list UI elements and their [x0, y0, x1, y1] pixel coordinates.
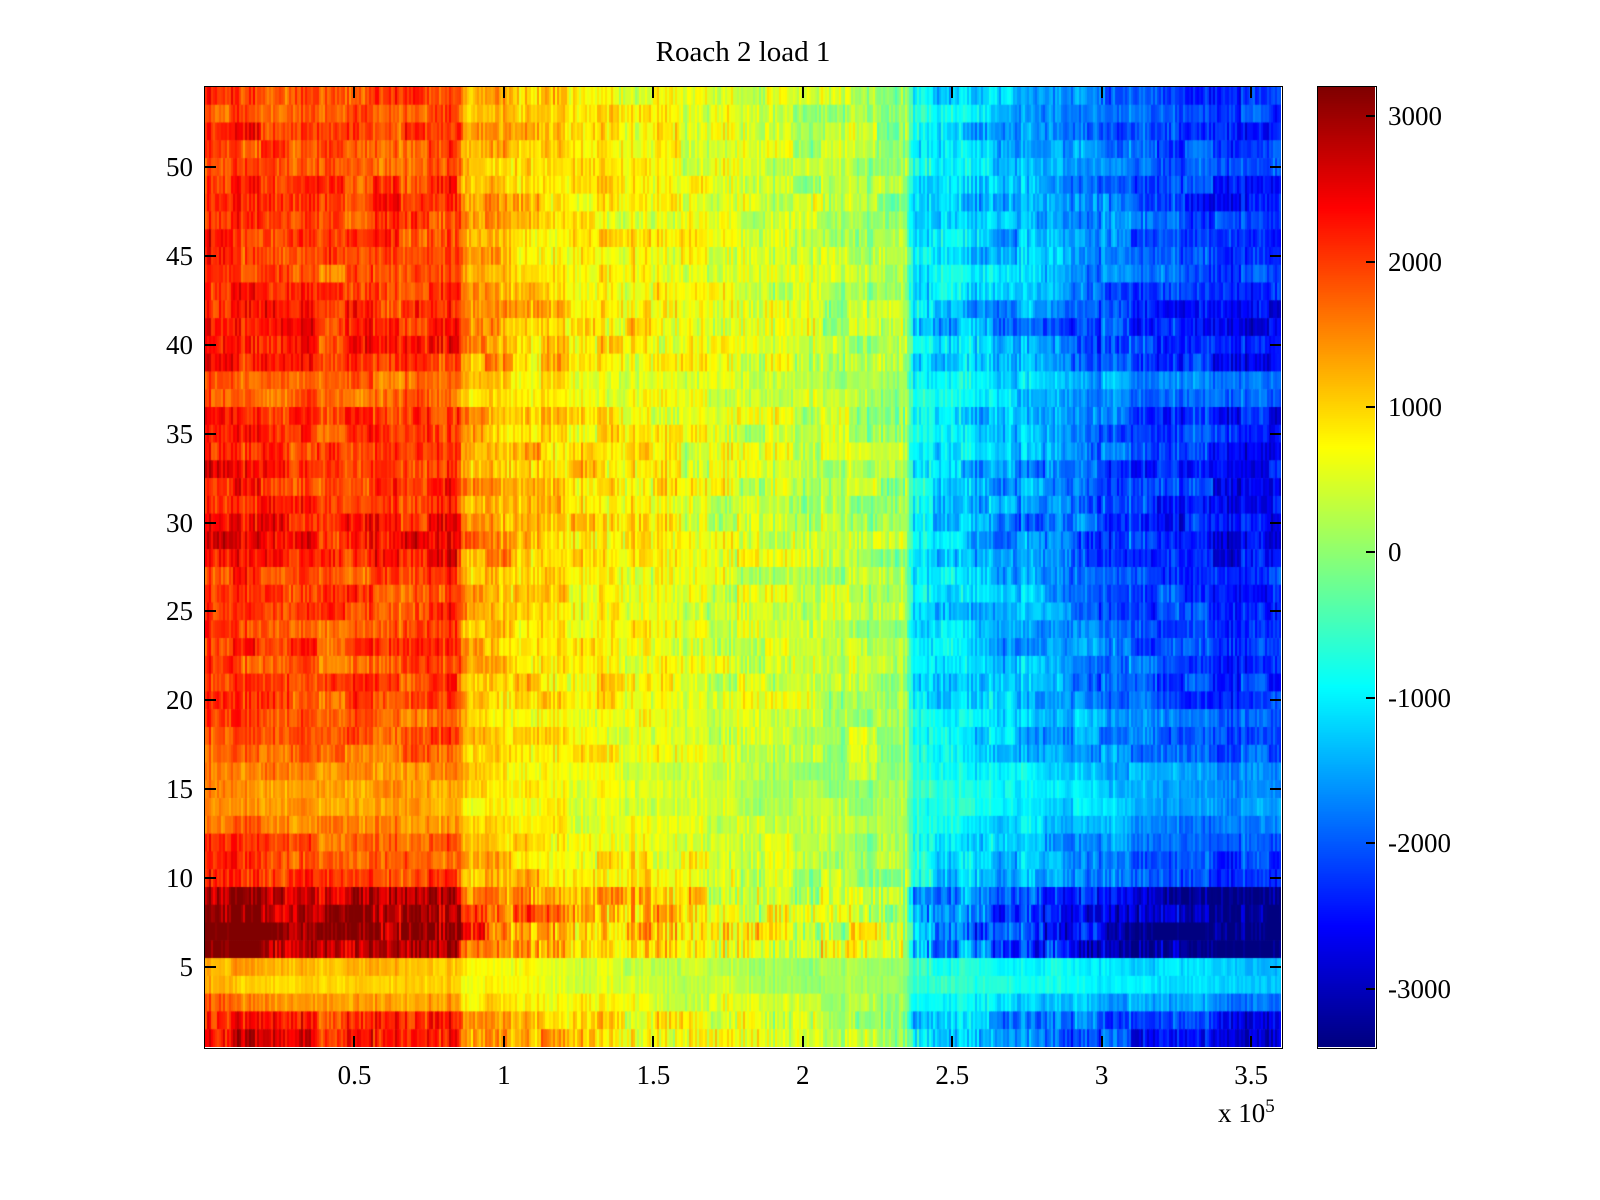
colorbar-tick-label: -2000: [1388, 828, 1451, 859]
y-tick-mark-right: [1270, 788, 1281, 791]
colorbar-tick-mark: [1366, 987, 1375, 990]
x-tick-mark: [652, 1036, 655, 1047]
x-tick-mark-top: [801, 87, 804, 98]
y-tick-label: 20: [166, 685, 193, 716]
x-tick-mark-top: [1100, 87, 1103, 98]
x-tick-mark: [801, 1036, 804, 1047]
colorbar-canvas: [1318, 87, 1375, 1047]
x-tick-mark-top: [951, 87, 954, 98]
colorbar-tick-mark: [1366, 115, 1375, 118]
x-tick-label: 1.5: [636, 1060, 671, 1090]
y-tick-mark-right: [1270, 432, 1281, 435]
y-tick-mark-right: [1270, 166, 1281, 168]
x-tick-label: 3.5: [1234, 1060, 1268, 1090]
x-axis-exponent-label: x 105: [1218, 1096, 1275, 1129]
colorbar-tick-label: -3000: [1388, 973, 1451, 1004]
heatmap-canvas: [205, 87, 1281, 1047]
y-tick-label: 25: [166, 596, 193, 627]
colorbar-tick-mark: [1366, 260, 1375, 263]
y-tick-label: 50: [166, 152, 193, 182]
y-tick-label: 45: [166, 240, 193, 271]
y-tick-mark: [205, 254, 216, 257]
x-tick-label: 0.5: [337, 1060, 372, 1090]
y-tick-mark: [205, 877, 216, 880]
x-tick-mark-top: [1250, 87, 1253, 98]
colorbar-tick-mark: [1366, 406, 1375, 408]
x-tick-label: 2: [796, 1060, 810, 1090]
x-tick-mark-top: [502, 87, 505, 98]
chart-title: Roach 2 load 1: [655, 36, 831, 68]
y-tick-label: 40: [166, 329, 193, 360]
x-tick-mark: [353, 1036, 356, 1047]
y-tick-mark-right: [1270, 343, 1281, 346]
y-tick-mark-right: [1270, 521, 1281, 524]
x-tick-label: 2.5: [935, 1060, 970, 1090]
x-tick-label: 3: [1094, 1060, 1109, 1090]
colorbar-tick-label: 2000: [1388, 246, 1442, 277]
y-tick-mark: [205, 788, 216, 791]
y-tick-mark-right: [1270, 254, 1281, 257]
y-tick-mark: [205, 166, 216, 168]
x-tick-mark: [951, 1036, 954, 1047]
y-tick-label: 35: [166, 418, 193, 449]
y-tick-mark-right: [1270, 610, 1281, 613]
x-tick-mark: [1100, 1036, 1103, 1047]
x-tick-mark: [502, 1036, 505, 1047]
y-tick-label: 30: [166, 507, 193, 538]
y-tick-mark: [205, 343, 216, 346]
x-exp-base: x 10: [1218, 1098, 1266, 1128]
y-tick-label: 10: [166, 863, 193, 894]
x-exp-power: 5: [1265, 1096, 1275, 1117]
y-tick-label: 15: [166, 774, 193, 805]
x-tick-mark: [1250, 1036, 1253, 1047]
colorbar-tick-label: 0: [1388, 537, 1402, 568]
y-tick-mark: [205, 521, 216, 524]
colorbar-tick-label: 3000: [1388, 101, 1442, 132]
y-tick-mark: [205, 432, 216, 435]
x-tick-mark-top: [353, 87, 356, 98]
x-tick-mark-top: [652, 87, 655, 98]
y-tick-mark: [205, 610, 216, 613]
y-tick-mark: [205, 699, 216, 702]
y-tick-mark: [205, 966, 216, 968]
colorbar-tick-label: 1000: [1388, 392, 1442, 422]
y-tick-mark-right: [1270, 699, 1281, 702]
y-tick-mark-right: [1270, 877, 1281, 880]
x-tick-label: 1: [497, 1060, 511, 1090]
colorbar-tick-mark: [1366, 696, 1375, 699]
y-tick-mark-right: [1270, 966, 1281, 968]
colorbar-tick-mark: [1366, 551, 1375, 554]
y-tick-label: 5: [179, 952, 194, 982]
colorbar-tick-mark: [1366, 842, 1375, 845]
colorbar-tick-label: -1000: [1388, 682, 1451, 713]
